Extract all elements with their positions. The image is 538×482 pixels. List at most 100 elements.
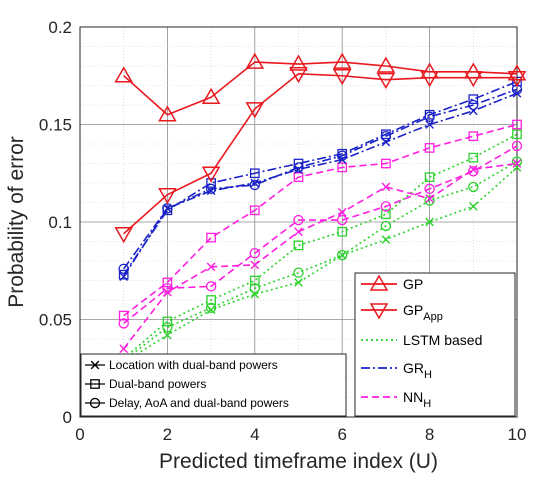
data-point xyxy=(376,72,396,90)
legend-marker xyxy=(90,360,100,370)
y-tick-label: 0.15 xyxy=(39,116,72,135)
data-point xyxy=(376,56,396,73)
data-point xyxy=(507,64,527,81)
data-point xyxy=(201,166,221,183)
data-point xyxy=(162,277,173,288)
data-point xyxy=(206,178,216,188)
data-point xyxy=(118,310,129,321)
x-tick-label: 0 xyxy=(75,425,84,444)
data-point xyxy=(468,152,479,163)
data-point xyxy=(205,183,217,195)
data-point xyxy=(249,205,260,216)
series xyxy=(118,119,522,321)
data-point xyxy=(337,226,348,237)
series-line xyxy=(123,166,518,364)
data-point xyxy=(293,214,304,226)
series-line xyxy=(123,123,518,317)
series xyxy=(118,129,522,364)
series-line xyxy=(123,145,518,325)
data-point xyxy=(381,235,391,244)
x-tick-label: 6 xyxy=(337,425,346,444)
legend-entry: GP xyxy=(361,274,423,292)
data-point xyxy=(337,207,347,217)
legend-box xyxy=(354,272,516,417)
data-point xyxy=(245,102,265,119)
data-point xyxy=(511,156,523,167)
data-point xyxy=(511,140,523,152)
data-point xyxy=(249,275,260,286)
data-point xyxy=(206,295,216,305)
data-point xyxy=(424,183,435,195)
series xyxy=(118,84,523,275)
data-point xyxy=(380,220,392,232)
legend-box xyxy=(80,353,347,417)
data-point xyxy=(163,330,172,340)
series xyxy=(114,67,527,244)
legend-subscript: H xyxy=(423,398,431,410)
series-line xyxy=(123,61,518,116)
data-point xyxy=(420,70,439,88)
data-point xyxy=(337,250,347,260)
y-tick-label: 0.2 xyxy=(48,18,72,37)
legend-entry: LSTM based xyxy=(361,332,482,348)
series xyxy=(118,140,523,329)
data-point xyxy=(424,143,435,153)
data-point xyxy=(337,249,348,261)
data-point xyxy=(162,316,173,327)
legend-label: GP xyxy=(403,276,423,292)
data-point xyxy=(205,302,217,314)
series-line xyxy=(123,73,517,235)
legend-marker xyxy=(90,379,100,389)
series xyxy=(114,52,527,122)
data-point xyxy=(512,129,522,140)
series-line xyxy=(123,162,518,350)
x-tick-label: 2 xyxy=(163,425,172,444)
legend-subscript: H xyxy=(424,369,432,381)
data-point xyxy=(162,283,173,294)
x-tick-label: 8 xyxy=(425,425,434,444)
legend-left: Location with dual-band powers Dual-band … xyxy=(80,353,347,417)
data-point xyxy=(114,66,133,83)
series-line xyxy=(123,88,518,270)
data-point xyxy=(337,150,348,161)
legend-entry: Dual-band powers xyxy=(85,377,206,391)
series-line xyxy=(123,160,518,362)
x-tick-label: 4 xyxy=(250,425,259,444)
data-point xyxy=(206,262,216,272)
data-point xyxy=(289,67,308,84)
data-point xyxy=(337,162,348,173)
data-point xyxy=(424,172,435,182)
series-line xyxy=(123,133,518,360)
data-point xyxy=(162,322,173,333)
data-point xyxy=(249,283,261,294)
data-point xyxy=(293,158,304,169)
data-point xyxy=(380,201,392,212)
data-point xyxy=(249,168,260,179)
data-point xyxy=(381,209,391,220)
tick-labels: 0 2 4 6 8 10 0 0.05 0.1 0.15 0.2 xyxy=(39,18,527,444)
data-point xyxy=(293,267,304,278)
data-point xyxy=(119,344,129,354)
data-point xyxy=(158,187,177,205)
data-point xyxy=(468,181,479,193)
data-point xyxy=(118,263,129,275)
y-tick-label: 0.05 xyxy=(39,311,72,330)
data-point xyxy=(381,158,391,169)
x-axis-label: Predicted timeframe index (U) xyxy=(159,450,438,473)
data-point xyxy=(249,179,261,191)
data-point xyxy=(294,278,303,287)
legend-marker xyxy=(89,397,101,409)
data-point xyxy=(425,194,434,203)
data-point xyxy=(332,69,352,86)
data-point xyxy=(158,105,177,122)
series xyxy=(119,88,522,281)
data-point xyxy=(468,131,479,142)
y-axis-label: Probability of error xyxy=(5,136,28,308)
data-point xyxy=(468,166,479,177)
legend-entry: Delay, AoA and dual-band powers xyxy=(85,396,289,410)
data-point xyxy=(201,87,221,104)
y-tick-label: 0 xyxy=(63,408,72,427)
data-point xyxy=(205,281,217,292)
